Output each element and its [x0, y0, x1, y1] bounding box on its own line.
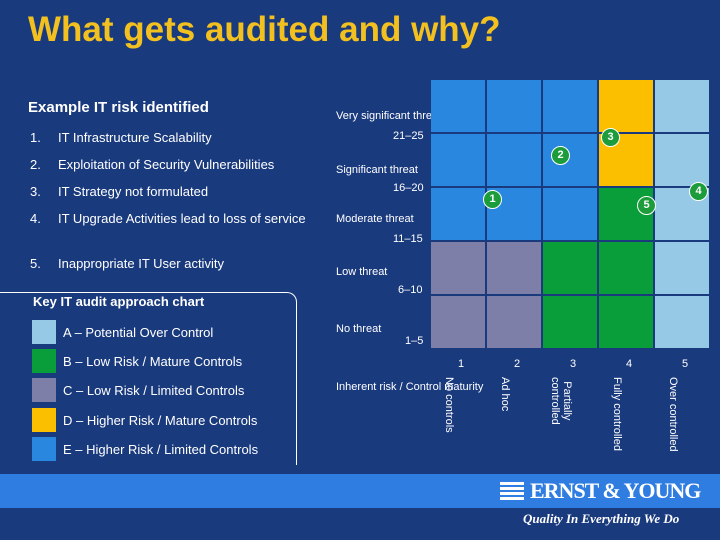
legend-label: B – Low Risk / Mature Controls — [63, 354, 243, 369]
x-label-partially-controlled: Partially controlled — [545, 377, 601, 437]
y-range-none: 1–5 — [405, 335, 424, 347]
heatmap-cell — [431, 134, 485, 186]
x-label-fully-controlled: Fully controlled — [601, 377, 657, 451]
y-range-very-significant: 21–25 — [393, 130, 424, 142]
legend-swatch — [32, 349, 56, 373]
x-label-text: No controls — [443, 377, 455, 433]
legend-swatch — [32, 408, 56, 432]
ey-logo-bars-icon — [500, 481, 524, 501]
y-label-very-significant: Very significant threat — [336, 110, 442, 122]
risk-item-number: 1. — [30, 130, 41, 145]
heatmap-cell — [543, 296, 597, 348]
risk-marker: 3 — [601, 128, 620, 147]
risk-list-heading: Example IT risk identified — [28, 99, 209, 116]
heatmap-cell — [599, 242, 653, 294]
x-label-no-controls: No controls — [433, 377, 489, 437]
risk-marker: 5 — [637, 196, 656, 215]
legend-item: E – Higher Risk / Limited Controls — [32, 437, 292, 461]
heatmap-cell — [543, 134, 597, 186]
legend-frame — [0, 292, 297, 465]
y-label-none: No threat — [336, 323, 382, 335]
heatmap-cell — [655, 134, 709, 186]
legend-swatch — [32, 437, 56, 461]
x-number: 4 — [625, 358, 633, 370]
heatmap-cell — [431, 80, 485, 132]
x-label-text: Fully controlled — [611, 377, 623, 451]
risk-item-text: IT Upgrade Activities lead to loss of se… — [58, 211, 306, 226]
legend-label: C – Low Risk / Limited Controls — [63, 383, 245, 398]
x-label-text: Over controlled — [667, 377, 679, 452]
heatmap-cell — [487, 80, 541, 132]
legend-swatch — [32, 320, 56, 344]
y-range-moderate: 11–15 — [393, 233, 423, 245]
legend-label: A – Potential Over Control — [63, 325, 214, 340]
y-range-significant: 16–20 — [393, 182, 424, 194]
risk-item-number: 5. — [30, 256, 41, 271]
heatmap-cell — [487, 134, 541, 186]
heatmap-cell — [543, 242, 597, 294]
x-label-text: Ad hoc — [499, 377, 511, 412]
legend-label: D – Higher Risk / Mature Controls — [63, 413, 258, 428]
heatmap-cell — [599, 296, 653, 348]
legend-item: C – Low Risk / Limited Controls — [32, 378, 292, 402]
heatmap-cell — [543, 188, 597, 240]
x-number: 1 — [457, 358, 465, 370]
y-range-low: 6–10 — [398, 284, 423, 296]
y-label-significant: Significant threat — [336, 164, 418, 176]
risk-item-text: IT Infrastructure Scalability — [58, 130, 212, 145]
risk-marker: 1 — [483, 190, 502, 209]
risk-item-text: Inappropriate IT User activity — [58, 256, 224, 271]
risk-item-number: 4. — [30, 211, 41, 226]
x-label-over-controlled: Over controlled — [657, 377, 713, 452]
heatmap-cell — [487, 296, 541, 348]
x-number: 5 — [681, 358, 689, 370]
risk-item-number: 3. — [30, 184, 41, 199]
heatmap-cell — [431, 242, 485, 294]
x-label-text: Partially controlled — [549, 377, 573, 425]
risk-item-text: Exploitation of Security Vulnerabilities — [58, 157, 275, 172]
heatmap-cell — [655, 80, 709, 132]
risk-item-number: 2. — [30, 157, 41, 172]
y-label-low: Low threat — [336, 266, 388, 278]
heatmap-cell — [431, 188, 485, 240]
heatmap-cell — [655, 242, 709, 294]
footer-band — [0, 474, 720, 508]
heatmap-cell — [487, 242, 541, 294]
y-label-moderate: Moderate threat — [336, 213, 414, 225]
legend-swatch — [32, 378, 56, 402]
risk-marker: 4 — [689, 182, 708, 201]
heatmap-cell — [431, 296, 485, 348]
x-number: 2 — [513, 358, 521, 370]
legend-item: D – Higher Risk / Mature Controls — [32, 408, 292, 432]
heatmap-cell — [599, 80, 653, 132]
legend-item: B – Low Risk / Mature Controls — [32, 349, 292, 373]
legend-title: Key IT audit approach chart — [33, 294, 205, 309]
heatmap-cell — [543, 80, 597, 132]
risk-marker: 2 — [551, 146, 570, 165]
brand-logo: ERNST & YOUNG — [530, 478, 701, 503]
brand-tagline: Quality In Everything We Do — [523, 511, 680, 526]
legend-item: A – Potential Over Control — [32, 320, 292, 344]
x-axis-title: Inherent risk / Control maturity — [336, 381, 484, 393]
risk-item-text: IT Strategy not formulated — [58, 184, 209, 199]
heatmap-cell — [655, 296, 709, 348]
page-title: What gets audited and why? — [28, 10, 501, 49]
x-number: 3 — [569, 358, 577, 370]
x-label-ad-hoc: Ad hoc — [489, 377, 545, 437]
legend-label: E – Higher Risk / Limited Controls — [63, 442, 259, 457]
